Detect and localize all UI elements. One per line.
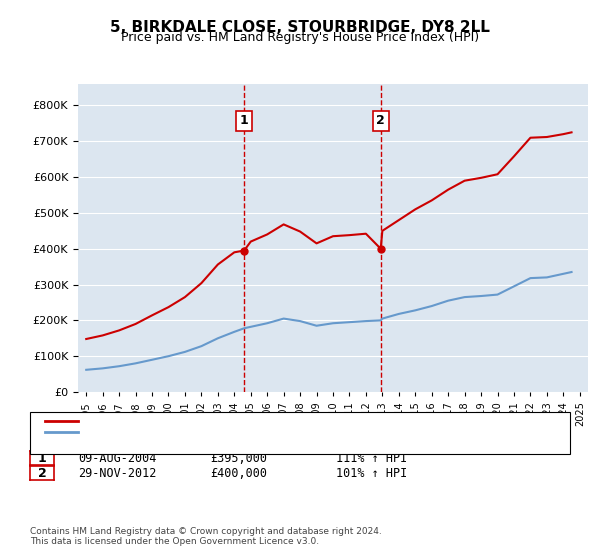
Text: 2: 2 xyxy=(376,114,385,128)
Text: Contains HM Land Registry data © Crown copyright and database right 2024.
This d: Contains HM Land Registry data © Crown c… xyxy=(30,526,382,546)
Text: 5, BIRKDALE CLOSE, STOURBRIDGE, DY8 2LL: 5, BIRKDALE CLOSE, STOURBRIDGE, DY8 2LL xyxy=(110,20,490,35)
Text: £395,000: £395,000 xyxy=(210,451,267,465)
Text: 09-AUG-2004: 09-AUG-2004 xyxy=(78,451,157,465)
Text: 1: 1 xyxy=(38,451,46,465)
Text: Price paid vs. HM Land Registry's House Price Index (HPI): Price paid vs. HM Land Registry's House … xyxy=(121,31,479,44)
Text: HPI: Average price, detached house, Dudley: HPI: Average price, detached house, Dudl… xyxy=(81,427,327,437)
Text: 111% ↑ HPI: 111% ↑ HPI xyxy=(336,451,407,465)
Text: 2: 2 xyxy=(38,466,46,480)
Text: 29-NOV-2012: 29-NOV-2012 xyxy=(78,466,157,480)
Text: 5, BIRKDALE CLOSE, STOURBRIDGE, DY8 2LL (detached house): 5, BIRKDALE CLOSE, STOURBRIDGE, DY8 2LL … xyxy=(81,416,432,426)
Text: 1: 1 xyxy=(240,114,248,128)
Text: £400,000: £400,000 xyxy=(210,466,267,480)
Text: 101% ↑ HPI: 101% ↑ HPI xyxy=(336,466,407,480)
